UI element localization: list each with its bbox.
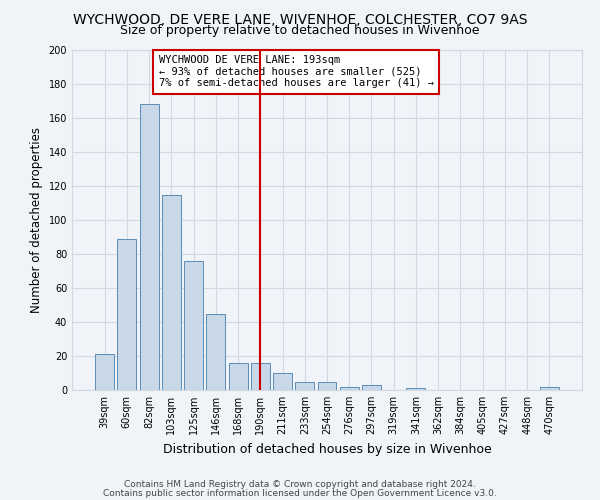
Bar (162, 194, 181, 390)
Bar (317, 382, 337, 390)
Bar (251, 363, 270, 390)
Bar (540, 386, 559, 390)
Bar (229, 363, 248, 390)
Text: Contains public sector information licensed under the Open Government Licence v3: Contains public sector information licen… (103, 489, 497, 498)
Bar (206, 314, 225, 390)
Bar (295, 382, 314, 390)
Bar (95, 354, 114, 390)
Text: WYCHWOOD, DE VERE LANE, WIVENHOE, COLCHESTER, CO7 9AS: WYCHWOOD, DE VERE LANE, WIVENHOE, COLCHE… (73, 12, 527, 26)
Bar (362, 385, 381, 390)
Bar (140, 104, 158, 390)
X-axis label: Distribution of detached houses by size in Wivenhoe: Distribution of detached houses by size … (163, 442, 491, 456)
Bar (273, 373, 292, 390)
Bar (184, 261, 203, 390)
Text: Contains HM Land Registry data © Crown copyright and database right 2024.: Contains HM Land Registry data © Crown c… (124, 480, 476, 489)
Bar (340, 386, 359, 390)
Text: Size of property relative to detached houses in Wivenhoe: Size of property relative to detached ho… (120, 24, 480, 37)
Bar (406, 388, 425, 390)
Text: WYCHWOOD DE VERE LANE: 193sqm
← 93% of detached houses are smaller (525)
7% of s: WYCHWOOD DE VERE LANE: 193sqm ← 93% of d… (158, 55, 434, 88)
Bar (118, 238, 136, 390)
Y-axis label: Number of detached properties: Number of detached properties (30, 127, 43, 313)
